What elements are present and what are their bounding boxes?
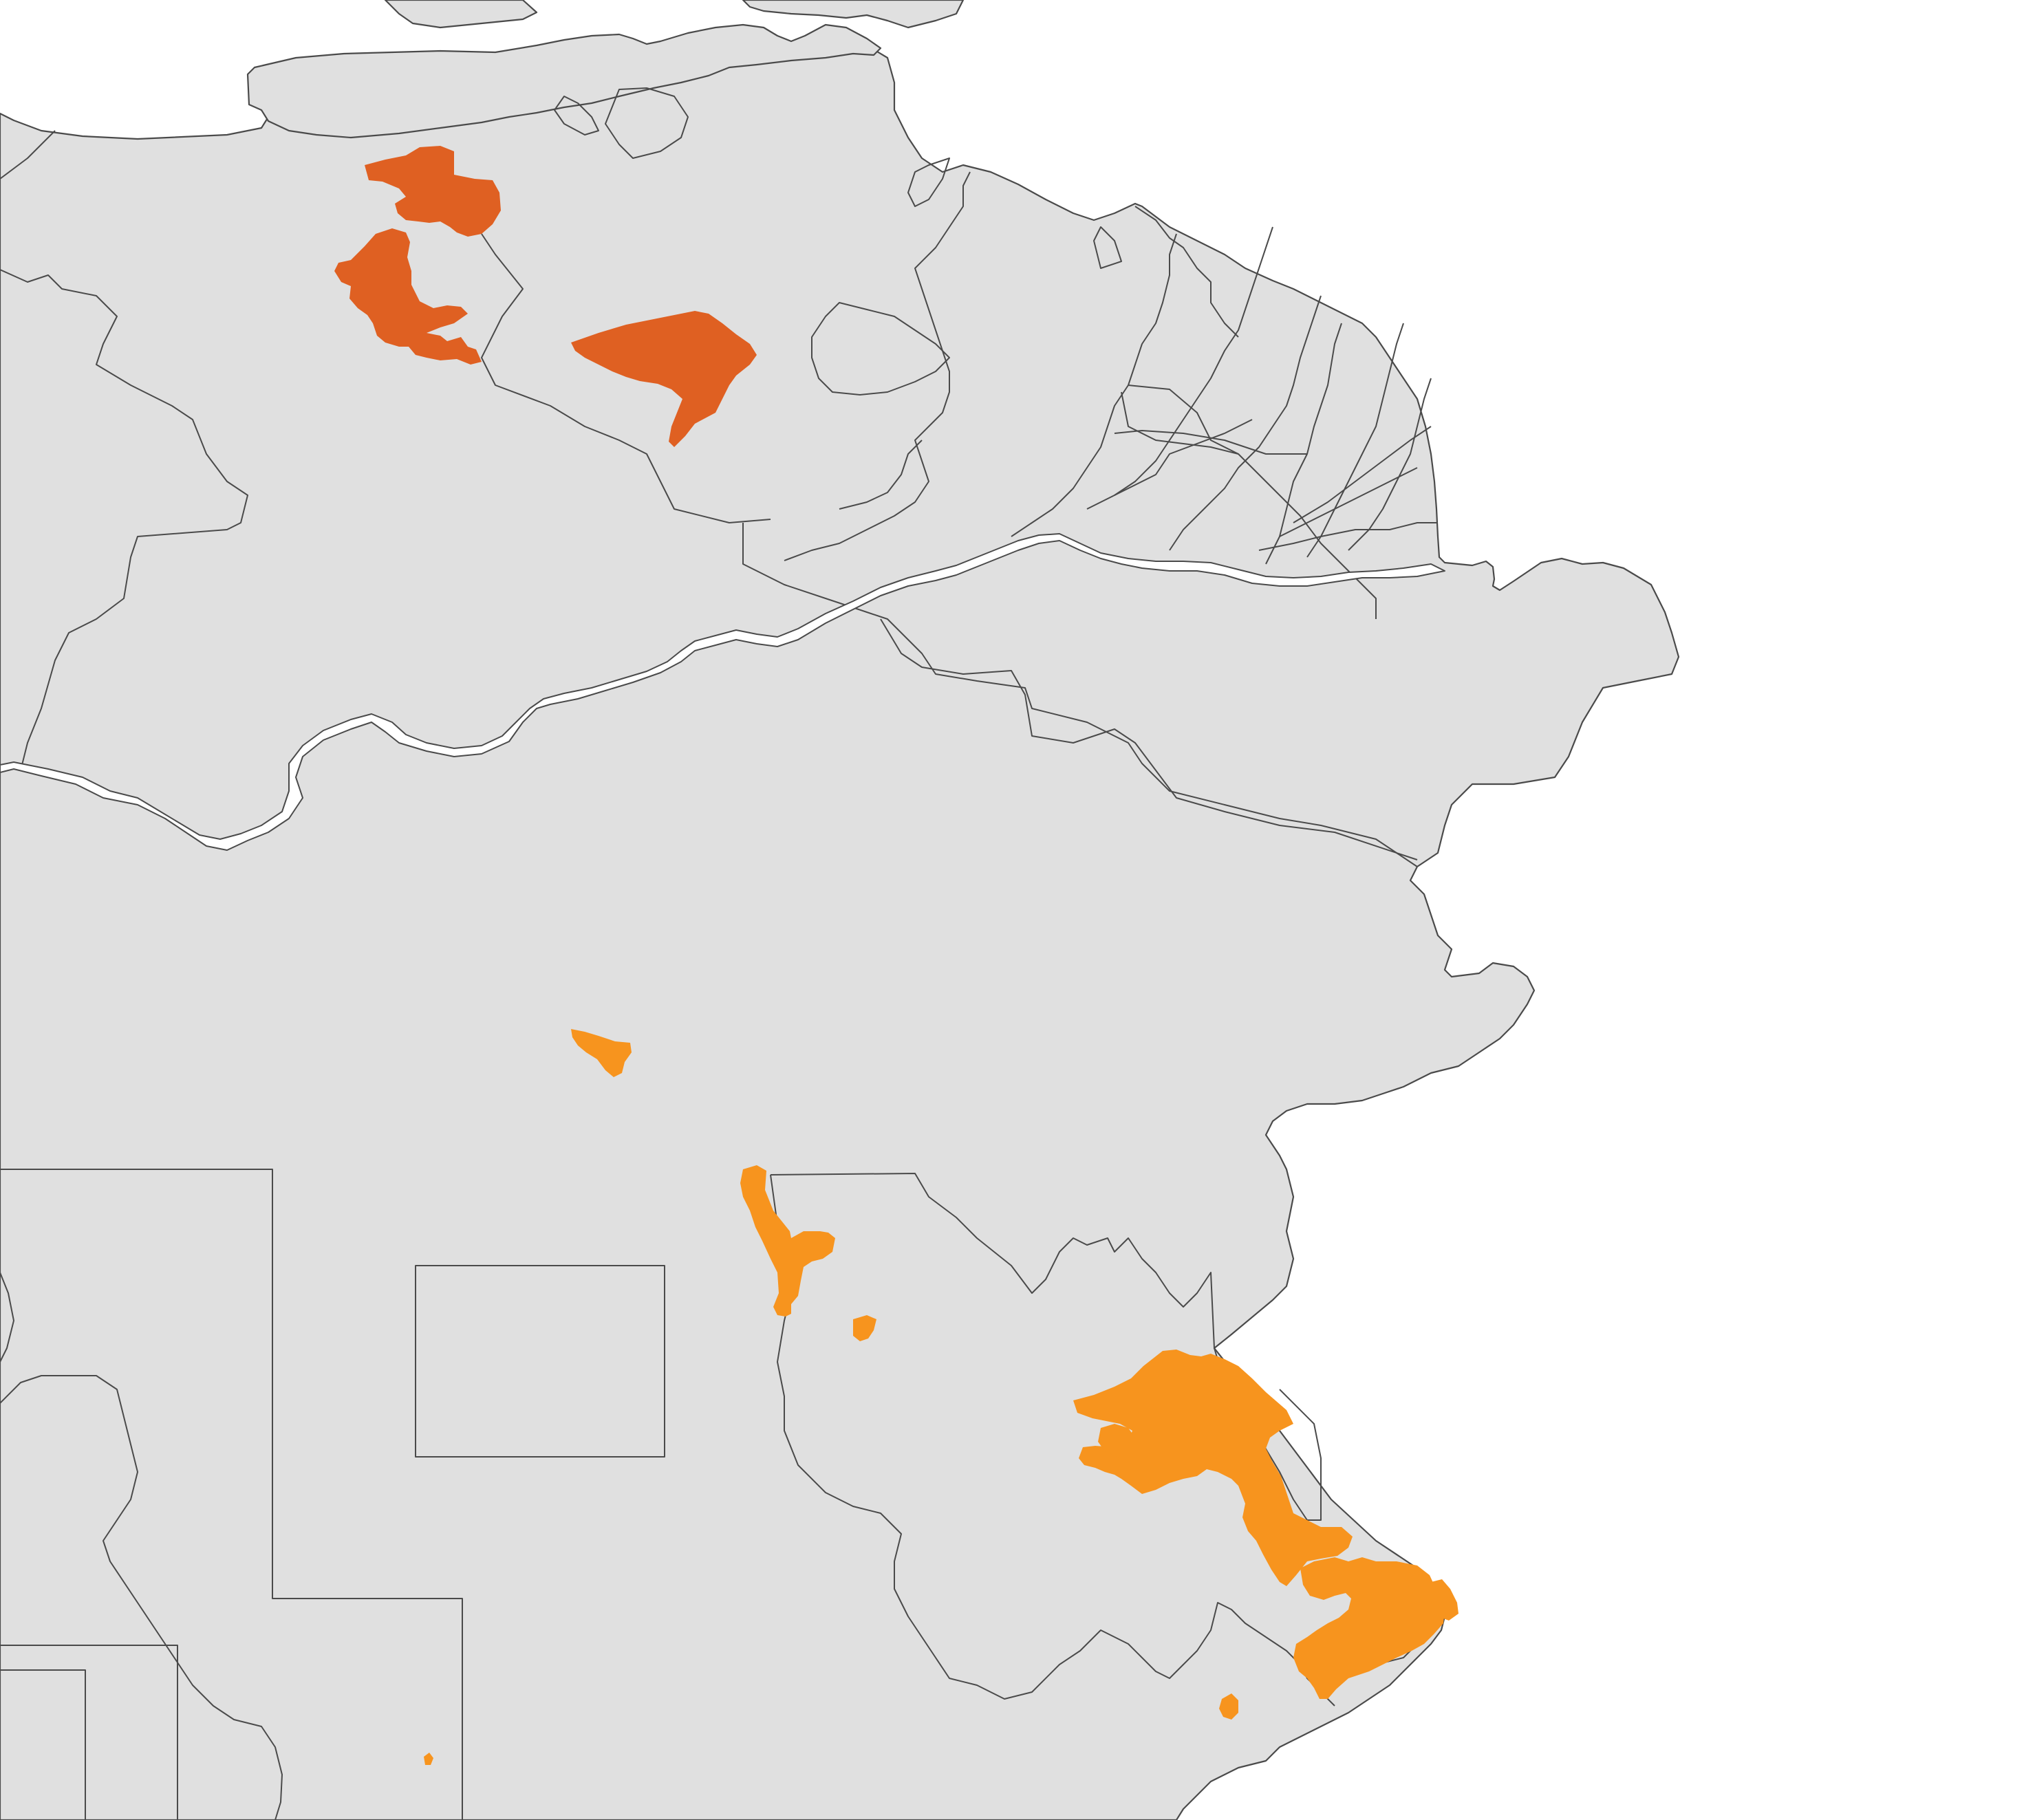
highlight-area-light bbox=[1073, 1350, 1353, 1586]
highlight-area-dark bbox=[334, 228, 482, 365]
boundary-line bbox=[1121, 391, 1377, 619]
north-top-landmass bbox=[384, 0, 538, 29]
highlight-area-light bbox=[853, 1315, 876, 1341]
river bbox=[605, 87, 689, 159]
river bbox=[1293, 426, 1432, 523]
river bbox=[554, 96, 599, 136]
boundary-line bbox=[0, 1375, 283, 1820]
river bbox=[1258, 522, 1438, 551]
north-top-landmass-east bbox=[742, 0, 965, 29]
highlight-area-light bbox=[740, 1165, 835, 1317]
highlight-area-light bbox=[424, 1753, 433, 1765]
river bbox=[784, 171, 971, 561]
boundary-line bbox=[0, 130, 56, 180]
river bbox=[0, 533, 1445, 851]
boundary-line bbox=[0, 1669, 86, 1820]
north-island bbox=[246, 23, 882, 139]
highlight-area-light bbox=[1293, 1557, 1445, 1699]
river bbox=[1348, 378, 1432, 551]
highlight-area-light bbox=[1219, 1693, 1238, 1720]
boundary-line bbox=[481, 233, 771, 523]
river bbox=[1114, 430, 1307, 455]
river bbox=[1134, 206, 1239, 338]
river bbox=[1086, 226, 1273, 510]
boundary-line bbox=[880, 618, 1418, 860]
highlight-area-dark bbox=[571, 311, 757, 447]
boundary-line bbox=[742, 523, 1418, 867]
boundary-box bbox=[415, 1265, 665, 1458]
river bbox=[1265, 323, 1342, 565]
boundary-line bbox=[0, 269, 248, 771]
river bbox=[1279, 467, 1418, 537]
river bbox=[839, 440, 923, 510]
river bbox=[811, 302, 950, 396]
highlight-area-light bbox=[1098, 1424, 1150, 1461]
river bbox=[1306, 323, 1404, 558]
highlight-area-light bbox=[571, 1029, 632, 1077]
river bbox=[1093, 226, 1122, 269]
river bbox=[907, 158, 950, 207]
river bbox=[1128, 384, 1239, 455]
landmass bbox=[0, 39, 1680, 1820]
highlight-area-dark bbox=[365, 146, 501, 237]
boundary-line bbox=[0, 1169, 463, 1820]
boundary-line bbox=[770, 1173, 1215, 1349]
river bbox=[1169, 295, 1322, 551]
boundary-line bbox=[0, 1645, 178, 1820]
boundary-line bbox=[770, 1174, 1335, 1707]
highlight-area-light bbox=[1424, 1579, 1458, 1621]
boundary-line bbox=[0, 1272, 14, 1363]
boundary-line bbox=[1114, 419, 1253, 496]
river bbox=[1011, 233, 1177, 537]
